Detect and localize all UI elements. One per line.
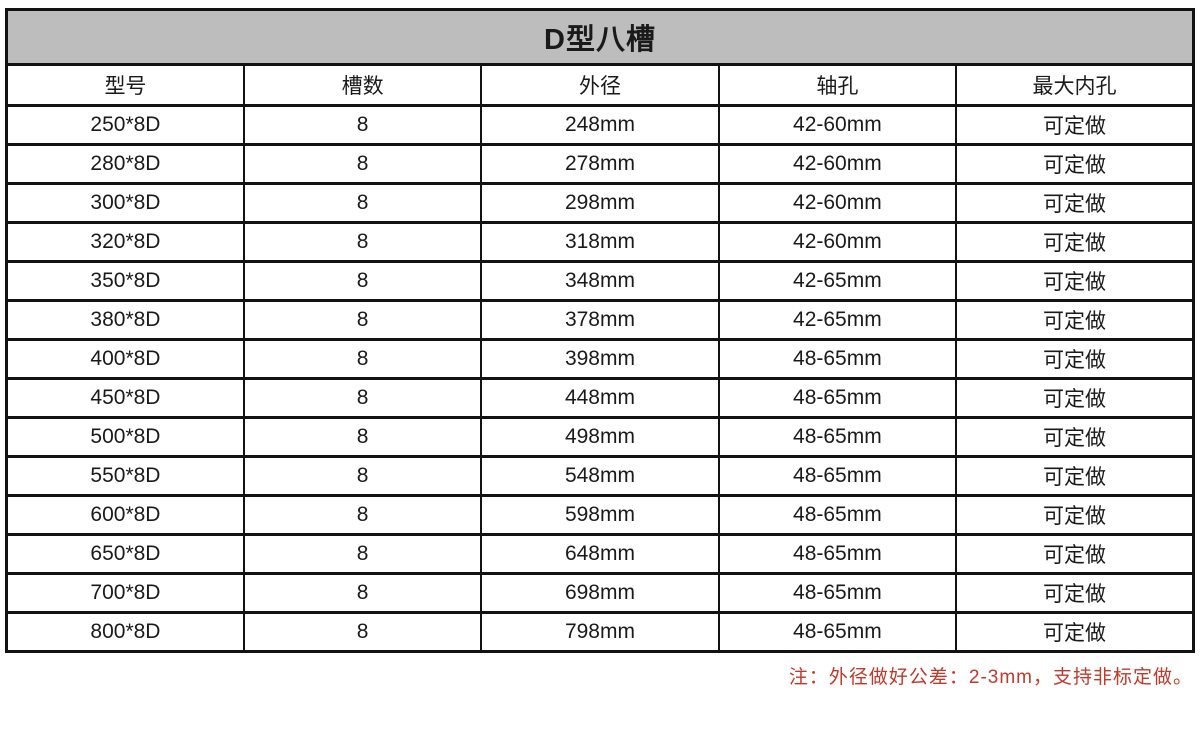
table-row: 650*8D 8 648mm 48-65mm 可定做 xyxy=(5,533,1195,575)
table-cell: 42-60mm xyxy=(717,104,958,146)
table-cell: 可定做 xyxy=(955,338,1195,380)
table-cell: 598mm xyxy=(480,494,720,536)
table-cell: 8 xyxy=(242,611,483,653)
table-cell: 可定做 xyxy=(955,299,1195,341)
column-header: 外径 xyxy=(480,63,720,107)
table-cell: 450*8D xyxy=(5,377,245,419)
table-cell: 48-65mm xyxy=(717,572,958,614)
table-cell: 8 xyxy=(242,455,483,497)
table-row: 600*8D 8 598mm 48-65mm 可定做 xyxy=(5,494,1195,536)
table-cell: 48-65mm xyxy=(717,377,958,419)
table-cell: 8 xyxy=(242,143,483,185)
table-row: 550*8D 8 548mm 48-65mm 可定做 xyxy=(5,455,1195,497)
table-cell: 800*8D xyxy=(5,611,245,653)
table-row: 280*8D 8 278mm 42-60mm 可定做 xyxy=(5,143,1195,185)
column-header: 型号 xyxy=(5,63,245,107)
table-cell: 48-65mm xyxy=(717,455,958,497)
table-cell: 42-60mm xyxy=(717,221,958,263)
table-cell: 8 xyxy=(242,221,483,263)
table-row: 380*8D 8 378mm 42-65mm 可定做 xyxy=(5,299,1195,341)
table-cell: 可定做 xyxy=(955,377,1195,419)
table-cell: 348mm xyxy=(480,260,720,302)
table-cell: 500*8D xyxy=(5,416,245,458)
table-cell: 42-65mm xyxy=(717,299,958,341)
table-cell: 48-65mm xyxy=(717,416,958,458)
table-cell: 300*8D xyxy=(5,182,245,224)
spec-table: D型八槽 型号 槽数 外径 轴孔 最大内孔 250*8D 8 248mm 42-60mm 可定做… xyxy=(5,8,1195,653)
table-cell: 320*8D xyxy=(5,221,245,263)
table-cell: 48-65mm xyxy=(717,494,958,536)
table-cell: 498mm xyxy=(480,416,720,458)
table-cell: 250*8D xyxy=(5,104,245,146)
table-cell: 8 xyxy=(242,572,483,614)
table-body: 250*8D 8 248mm 42-60mm 可定做 280*8D 8 278mm 42-60m… xyxy=(5,104,1195,653)
table-cell: 298mm xyxy=(480,182,720,224)
table-row: 300*8D 8 298mm 42-60mm 可定做 xyxy=(5,182,1195,224)
table-cell: 448mm xyxy=(480,377,720,419)
table-cell: 可定做 xyxy=(955,260,1195,302)
table-cell: 可定做 xyxy=(955,416,1195,458)
table-cell: 550*8D xyxy=(5,455,245,497)
table-cell: 378mm xyxy=(480,299,720,341)
table-cell: 548mm xyxy=(480,455,720,497)
table-cell: 可定做 xyxy=(955,104,1195,146)
table-cell: 可定做 xyxy=(955,611,1195,653)
table-cell: 可定做 xyxy=(955,143,1195,185)
title-row: D型八槽 xyxy=(5,8,1195,66)
table-cell: 42-65mm xyxy=(717,260,958,302)
table-cell: 48-65mm xyxy=(717,611,958,653)
header-row: 型号 槽数 外径 轴孔 最大内孔 xyxy=(5,63,1195,107)
table-cell: 可定做 xyxy=(955,221,1195,263)
table-cell: 278mm xyxy=(480,143,720,185)
table-cell: 42-60mm xyxy=(717,143,958,185)
table-cell: 8 xyxy=(242,260,483,302)
table-cell: 可定做 xyxy=(955,455,1195,497)
table-cell: 8 xyxy=(242,104,483,146)
table-cell: 8 xyxy=(242,182,483,224)
table-row: 350*8D 8 348mm 42-65mm 可定做 xyxy=(5,260,1195,302)
table-cell: 700*8D xyxy=(5,572,245,614)
table-cell: 8 xyxy=(242,416,483,458)
table-cell: 280*8D xyxy=(5,143,245,185)
table-row: 250*8D 8 248mm 42-60mm 可定做 xyxy=(5,104,1195,146)
table-cell: 48-65mm xyxy=(717,338,958,380)
table-cell: 可定做 xyxy=(955,533,1195,575)
table-cell: 8 xyxy=(242,299,483,341)
tolerance-note: 注：外径做好公差：2-3mm，支持非标定做。 xyxy=(788,667,1193,688)
table-cell: 350*8D xyxy=(5,260,245,302)
column-header: 最大内孔 xyxy=(955,63,1195,107)
table-cell: 398mm xyxy=(480,338,720,380)
table-title: D型八槽 xyxy=(5,8,1195,66)
table-cell: 8 xyxy=(242,377,483,419)
table-cell: 318mm xyxy=(480,221,720,263)
table-cell: 42-60mm xyxy=(717,182,958,224)
table-cell: 650*8D xyxy=(5,533,245,575)
table-cell: 可定做 xyxy=(955,494,1195,536)
table-row: 400*8D 8 398mm 48-65mm 可定做 xyxy=(5,338,1195,380)
table-cell: 380*8D xyxy=(5,299,245,341)
column-header: 轴孔 xyxy=(717,63,958,107)
table-row: 500*8D 8 498mm 48-65mm 可定做 xyxy=(5,416,1195,458)
table-row: 700*8D 8 698mm 48-65mm 可定做 xyxy=(5,572,1195,614)
table-cell: 600*8D xyxy=(5,494,245,536)
table-cell: 8 xyxy=(242,533,483,575)
table-cell: 可定做 xyxy=(955,572,1195,614)
column-header: 槽数 xyxy=(242,63,483,107)
table-row: 450*8D 8 448mm 48-65mm 可定做 xyxy=(5,377,1195,419)
table-cell: 248mm xyxy=(480,104,720,146)
table-row: 320*8D 8 318mm 42-60mm 可定做 xyxy=(5,221,1195,263)
table-cell: 可定做 xyxy=(955,182,1195,224)
table-cell: 8 xyxy=(242,338,483,380)
table-row: 800*8D 8 798mm 48-65mm 可定做 xyxy=(5,611,1195,653)
table-cell: 48-65mm xyxy=(717,533,958,575)
table-cell: 798mm xyxy=(480,611,720,653)
table-cell: 8 xyxy=(242,494,483,536)
table-cell: 698mm xyxy=(480,572,720,614)
table-cell: 400*8D xyxy=(5,338,245,380)
table-cell: 648mm xyxy=(480,533,720,575)
